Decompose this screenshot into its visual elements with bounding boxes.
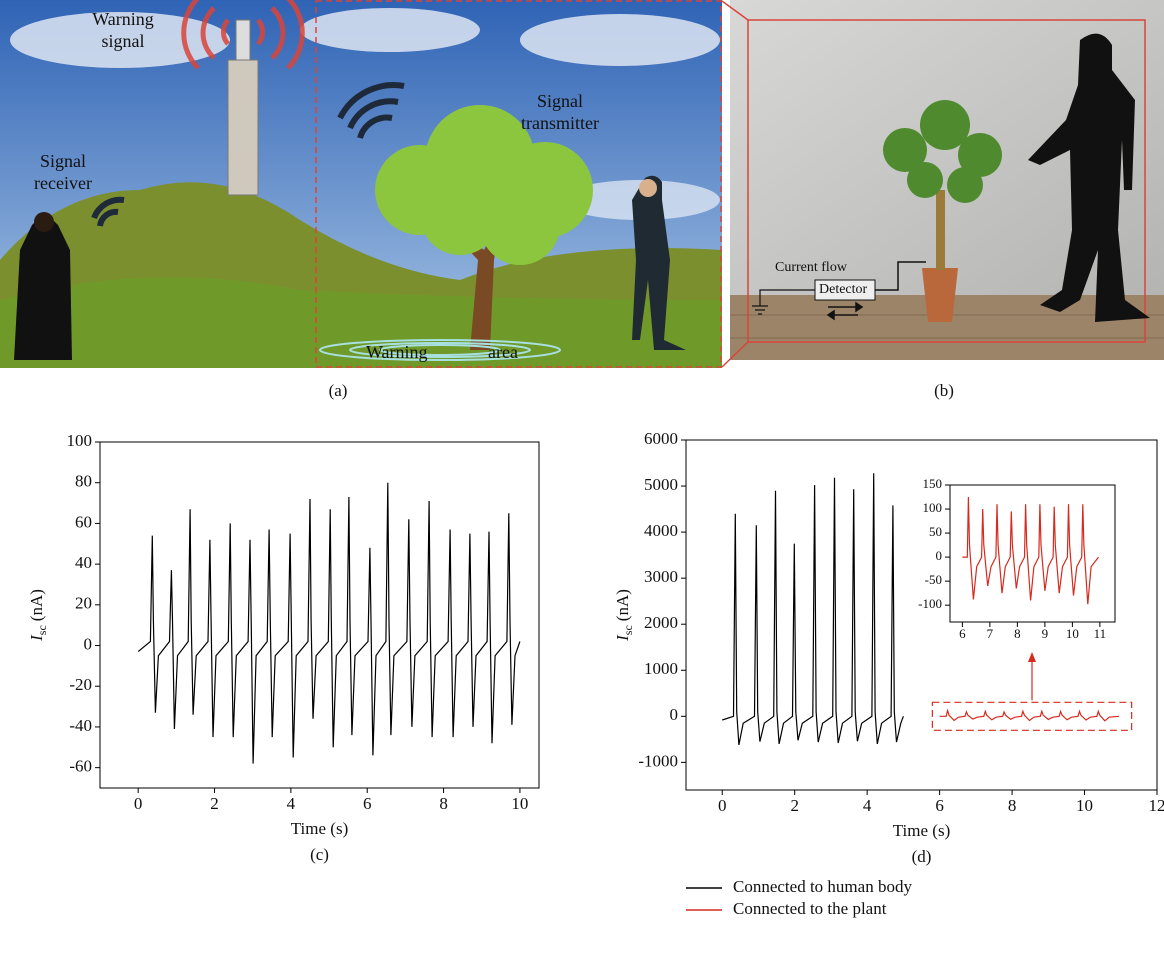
y-tick-label: -60 (69, 757, 92, 776)
y-tick-label: 100 (67, 431, 93, 450)
panel-caption: (c) (310, 845, 329, 864)
illustration-b (722, 0, 1164, 367)
y-tick-label: 3000 (644, 567, 678, 586)
x-tick-label: 9 (1042, 626, 1049, 641)
y-tick-label: -1000 (638, 751, 678, 770)
x-tick-label: 12 (1149, 796, 1164, 815)
y-tick-label: 1000 (644, 659, 678, 678)
x-tick-label: 10 (1066, 626, 1079, 641)
x-tick-label: 11 (1094, 626, 1107, 641)
annotation: Warning (366, 341, 428, 363)
y-tick-label: 60 (75, 512, 92, 531)
x-tick-label: 6 (959, 626, 966, 641)
figure-canvas: (a) (b) 0246810-60-40-20020406080100Time… (0, 0, 1164, 956)
x-tick-label: 6 (935, 796, 944, 815)
data-line (722, 473, 903, 745)
data-line (138, 483, 520, 764)
x-tick-label: 0 (718, 796, 727, 815)
y-axis-label: Isc(nA) (613, 589, 635, 642)
y-label-subscript: sc (35, 625, 49, 635)
y-tick-label: -20 (69, 675, 92, 694)
y-tick-label: 0 (670, 705, 679, 724)
x-tick-label: 0 (134, 794, 143, 813)
y-tick-label: 6000 (644, 429, 678, 448)
panel-caption: (b) (934, 381, 954, 400)
plot-frame (950, 485, 1115, 622)
y-tick-label: 0 (84, 634, 93, 653)
x-axis-label: Time (s) (291, 819, 348, 838)
y-tick-label: 20 (75, 594, 92, 613)
figure: (a) (b) 0246810-60-40-20020406080100Time… (0, 0, 1164, 956)
y-tick-label: 4000 (644, 521, 678, 540)
x-tick-label: 4 (287, 794, 296, 813)
x-tick-label: 8 (1008, 796, 1017, 815)
x-tick-label: 2 (210, 794, 219, 813)
annotation: Current flow (775, 260, 847, 276)
x-tick-label: 10 (511, 794, 528, 813)
y-tick-label: 100 (923, 500, 943, 515)
y-label-unit: (nA) (27, 589, 46, 621)
panel-caption: (a) (329, 381, 348, 400)
x-axis-label: Time (s) (893, 821, 950, 840)
annotation: Warning signal (78, 8, 168, 52)
annotation: Signal receiver (24, 150, 102, 194)
y-tick-label: -100 (918, 596, 942, 611)
data-line (962, 497, 1098, 604)
arrow-head (1028, 652, 1036, 662)
legend-label: Connected to the plant (733, 899, 887, 918)
x-tick-label: 4 (863, 796, 872, 815)
y-tick-label: 2000 (644, 613, 678, 632)
y-tick-label: 40 (75, 553, 92, 572)
y-tick-label: 0 (936, 548, 943, 563)
annotation: area (488, 341, 518, 363)
plot-frame (100, 442, 539, 788)
y-tick-label: 80 (75, 472, 92, 491)
y-tick-label: 150 (923, 476, 943, 491)
x-tick-label: 7 (987, 626, 994, 641)
y-tick-label: -50 (925, 572, 942, 587)
x-tick-label: 10 (1076, 796, 1093, 815)
y-tick-label: -40 (69, 716, 92, 735)
y-label-unit: (nA) (613, 589, 632, 621)
data-line (940, 711, 1119, 721)
x-tick-label: 2 (790, 796, 799, 815)
x-tick-label: 8 (439, 794, 448, 813)
x-tick-label: 6 (363, 794, 372, 813)
x-tick-label: 8 (1014, 626, 1021, 641)
panel-caption: (d) (912, 847, 932, 866)
illustration-a (0, 0, 722, 368)
annotation: Detector (819, 282, 867, 298)
y-tick-label: 50 (929, 524, 942, 539)
y-tick-label: 5000 (644, 475, 678, 494)
y-label-subscript: sc (621, 625, 635, 635)
annotation: Signal transmitter (505, 90, 615, 134)
y-axis-label: Isc(nA) (27, 589, 49, 642)
legend-label: Connected to human body (733, 877, 912, 896)
